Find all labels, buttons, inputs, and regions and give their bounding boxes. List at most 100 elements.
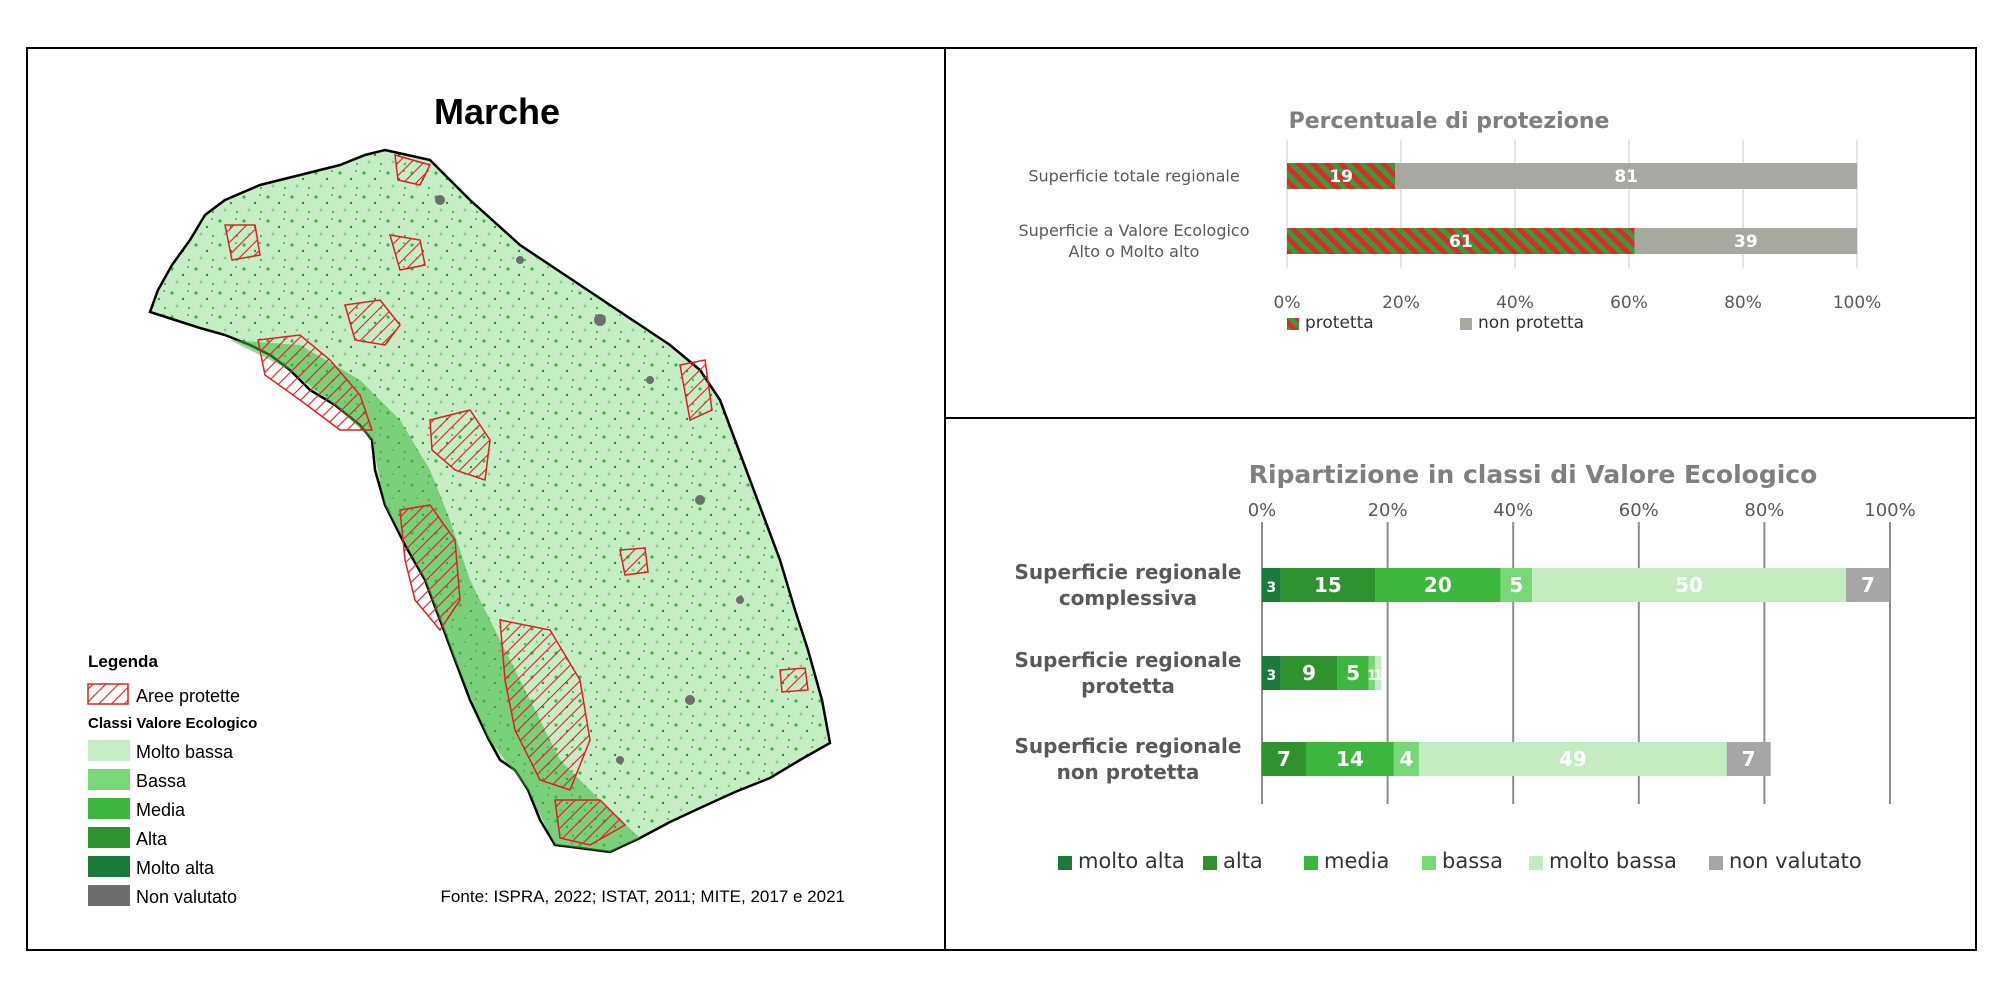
legend-label: non valutato	[1729, 849, 1862, 873]
map-panel: Marche	[87, 91, 845, 907]
ecological-value-chart: Ripartizione in classi di Valore Ecologi…	[1015, 460, 1916, 873]
tick-label: 20%	[1382, 293, 1420, 313]
bar-bassa	[1500, 568, 1533, 602]
legend-swatch-1	[88, 769, 130, 790]
legend-swatch	[1709, 856, 1723, 870]
bar-non-protetta	[1395, 163, 1857, 189]
tick-label: 60%	[1619, 500, 1659, 521]
bar-media	[1375, 568, 1501, 602]
bar-molto-bassa	[1375, 656, 1382, 690]
legend-swatch	[1203, 856, 1217, 870]
bar-value-label: 49	[1559, 747, 1587, 771]
legend-class-label: Bassa	[136, 771, 187, 791]
category-label: Alto o Molto alto	[1069, 242, 1200, 261]
bar-value-label: 50	[1675, 573, 1703, 597]
bar-value-label: 19	[1329, 167, 1353, 187]
bar-bassa	[1393, 742, 1419, 776]
map-title: Marche	[434, 91, 560, 132]
chart2-title: Ripartizione in classi di Valore Ecologi…	[1249, 460, 1818, 489]
legend-class-label: Molto alta	[136, 858, 215, 878]
bar-molto-alta	[1262, 656, 1281, 690]
category-label: complessiva	[1059, 586, 1197, 610]
protection-percentage-chart: Percentuale di protezione 0% 20% 40% 60% 80%…	[1018, 109, 1881, 333]
bar-alta	[1262, 742, 1306, 776]
legend-protected-label: Aree protette	[136, 686, 240, 706]
legend-swatch-4	[88, 856, 130, 877]
category-label: protetta	[1081, 674, 1175, 698]
protected-areas	[224, 153, 809, 846]
region-map	[148, 148, 832, 854]
category-label: Superficie totale regionale	[1028, 167, 1239, 186]
bar-bassa	[1368, 656, 1376, 690]
tick-label: 60%	[1610, 293, 1648, 313]
legend-protected-swatch	[87, 683, 129, 705]
bar-value-label: 3	[1267, 580, 1277, 596]
tick-label: 80%	[1744, 500, 1784, 521]
bar-alta	[1280, 656, 1338, 690]
bar-value-label: 1	[1367, 668, 1377, 684]
bar-molto-bassa	[1532, 568, 1847, 602]
category-label: non protetta	[1057, 760, 1200, 784]
bar-value-label: 7	[1277, 747, 1291, 771]
tick-label: 40%	[1493, 500, 1533, 521]
tick-label: 0%	[1248, 500, 1277, 521]
legend-label: molto alta	[1078, 849, 1185, 873]
legend-title: Legenda	[88, 652, 158, 671]
bar-protetta	[1287, 163, 1396, 189]
bar-molto-alta	[1262, 568, 1281, 602]
legend-label: molto bassa	[1549, 849, 1677, 873]
bar-value-label: 15	[1314, 573, 1342, 597]
legend-class-label: Alta	[136, 829, 168, 849]
legend-swatch	[1304, 856, 1318, 870]
legend-swatch-0	[88, 740, 130, 761]
legend-swatch-3	[88, 827, 130, 848]
legend-swatch	[1529, 856, 1543, 870]
tick-label: 100%	[1833, 293, 1882, 313]
legend-label: media	[1324, 849, 1389, 873]
legend-swatch	[1287, 318, 1299, 330]
legend-label: bassa	[1442, 849, 1503, 873]
bar-value-label: 61	[1449, 232, 1473, 252]
bar-value-label: 39	[1734, 232, 1758, 252]
legend-swatch-5	[88, 885, 130, 906]
bar-value-label: 81	[1614, 167, 1638, 187]
bar-value-label: 7	[1742, 747, 1756, 771]
source-note: Fonte: ISPRA, 2022; ISTAT, 2011; MITE, 2…	[441, 887, 845, 906]
legend-swatch	[1422, 856, 1436, 870]
chart1-title: Percentuale di protezione	[1289, 109, 1610, 134]
legend-class-label: Non valutato	[136, 887, 237, 907]
category-label: Superficie regionale	[1015, 734, 1242, 758]
bar-molto-bassa	[1419, 742, 1727, 776]
legend-classes: Molto bassa Bassa Media Alta Molto alta Non v…	[88, 740, 237, 907]
legend-label: alta	[1223, 849, 1263, 873]
tick-label: 20%	[1368, 500, 1408, 521]
bar-value-label: 5	[1509, 573, 1523, 597]
bar-non-valutato	[1726, 742, 1771, 776]
bar-media	[1337, 656, 1369, 690]
bar-value-label: 9	[1302, 661, 1316, 685]
legend-label: protetta	[1305, 313, 1374, 333]
bar-non-protetta	[1634, 228, 1857, 254]
bar-value-label: 5	[1346, 661, 1360, 685]
legend-class-label: Molto bassa	[136, 742, 234, 762]
legend-label: non protetta	[1478, 313, 1584, 333]
bar-alta	[1280, 568, 1376, 602]
legend-swatch	[1058, 856, 1072, 870]
category-label: Superficie regionale	[1015, 648, 1242, 672]
bar-value-label: 1	[1373, 668, 1383, 684]
region-outline	[148, 148, 832, 854]
bar-value-label: 20	[1424, 573, 1452, 597]
map-legend: Legenda Aree protette Classi Valore Ecol…	[87, 652, 257, 907]
tick-label: 80%	[1724, 293, 1762, 313]
bar-value-label: 4	[1399, 747, 1413, 771]
outer-frame	[26, 47, 1977, 951]
tick-label: 0%	[1274, 293, 1301, 313]
urban-areas	[435, 195, 744, 764]
category-label: Superficie a Valore Ecologico	[1018, 221, 1249, 240]
legend-class-label: Media	[136, 800, 186, 820]
bar-value-label: 7	[1861, 573, 1875, 597]
bar-protetta	[1287, 228, 1635, 254]
tick-label: 40%	[1496, 293, 1534, 313]
tick-label: 100%	[1864, 500, 1915, 521]
